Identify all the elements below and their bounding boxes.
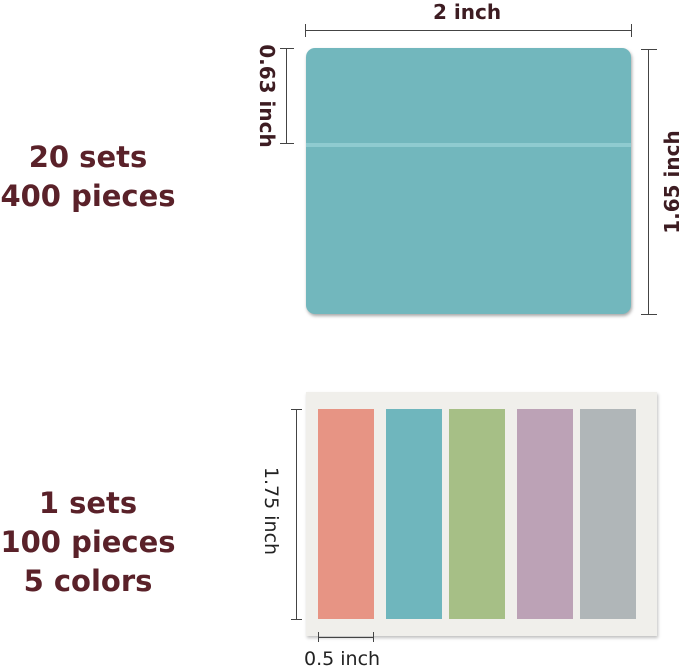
dimension-tick <box>280 48 294 49</box>
strip-width-dimension-line <box>318 637 374 638</box>
dimension-tick <box>305 24 306 37</box>
fold-line <box>306 143 631 147</box>
strip-gray <box>580 409 636 619</box>
small-pieces-label: 100 pieces <box>0 525 176 559</box>
large-pieces-label: 400 pieces <box>0 179 176 213</box>
height-label: 1.65 inch <box>659 130 679 234</box>
small-colors-label: 5 colors <box>23 564 153 598</box>
dimension-tick <box>641 314 657 315</box>
large-sets-label: 20 sets <box>28 140 148 174</box>
dimension-tick <box>373 632 374 642</box>
strip-green <box>449 409 505 619</box>
width-label: 2 inch <box>433 0 502 24</box>
strip-coral <box>318 409 374 619</box>
tab-height-label: 0.63 inch <box>254 44 279 148</box>
height-dimension-line <box>648 49 649 315</box>
dimension-tick <box>318 632 319 642</box>
strip-height-dimension-line <box>296 409 297 620</box>
tab-height-dimension-line <box>286 48 287 144</box>
width-dimension-line <box>305 30 632 31</box>
strip-width-label: 0.5 inch <box>304 648 381 670</box>
large-tab-card <box>306 48 631 314</box>
dimension-tick <box>631 24 632 37</box>
dimension-tick <box>291 409 302 410</box>
strip-purple <box>517 409 573 619</box>
dimension-tick <box>280 143 294 144</box>
strip-height-label: 1.75 inch <box>260 466 283 556</box>
dimension-tick <box>291 619 302 620</box>
small-sets-label: 1 sets <box>38 486 138 520</box>
dimension-tick <box>641 49 657 50</box>
strip-teal <box>386 409 442 619</box>
